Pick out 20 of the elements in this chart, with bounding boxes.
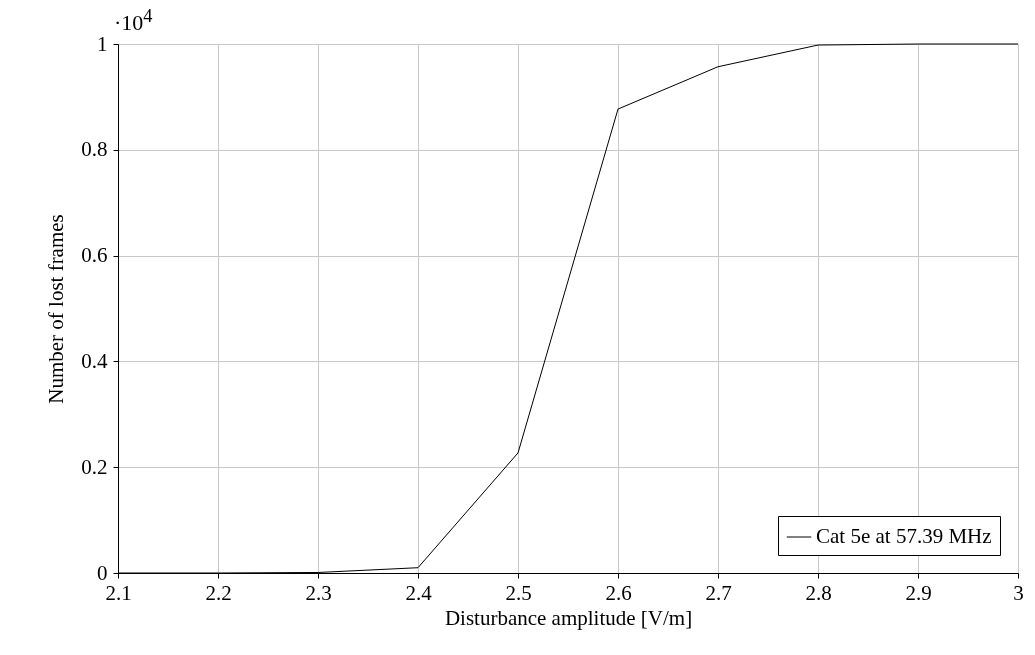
- x-tick-label: 3: [1013, 580, 1024, 605]
- x-tick-label: 2.9: [905, 580, 932, 605]
- x-tick-label: 2.6: [605, 580, 632, 605]
- x-tick-label: 2.4: [405, 580, 433, 605]
- y-tick-label: 0.4: [81, 348, 108, 373]
- x-tick-label: 2.8: [805, 580, 832, 605]
- legend-label: Cat 5e at 57.39 MHz: [816, 524, 992, 548]
- y-tick-label: 0: [97, 560, 108, 585]
- y-axis-title: Number of lost frames: [44, 214, 69, 404]
- x-tick-label: 2.5: [505, 580, 532, 605]
- x-tick-label: 2.3: [305, 580, 332, 605]
- x-axis-title: Disturbance amplitude [V/m]: [444, 605, 693, 630]
- y-tick-label: 0.8: [81, 137, 108, 162]
- y-tick-label: 0.2: [81, 454, 108, 479]
- x-tick-label: 2.2: [205, 580, 232, 605]
- x-tick-label: 2.1: [105, 580, 132, 605]
- y-tick-label: 0.6: [81, 243, 108, 268]
- text: ·10$^{4}$: [114, 6, 153, 37]
- x-tick-label: 2.7: [705, 580, 732, 605]
- y-tick-label: 1: [97, 31, 108, 56]
